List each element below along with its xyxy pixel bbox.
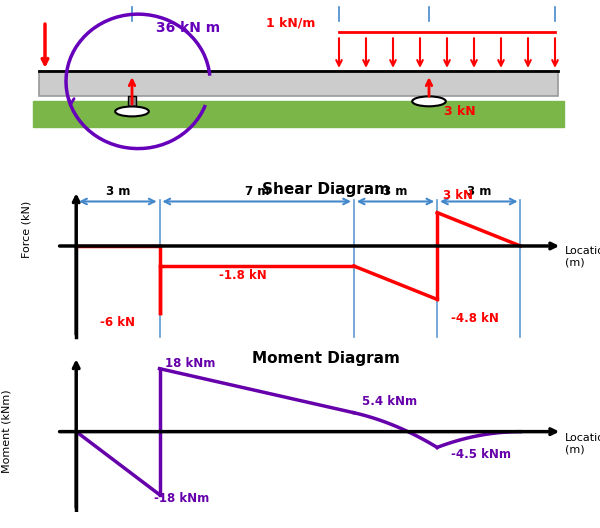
Text: 3 m: 3 m	[383, 185, 408, 197]
Text: Force (kN): Force (kN)	[21, 201, 31, 258]
Text: Moment Diagram: Moment Diagram	[252, 351, 400, 365]
Bar	[39, 71, 558, 96]
Text: 3 m: 3 m	[467, 185, 491, 197]
Text: Location
(m): Location (m)	[565, 247, 600, 268]
Text: -6 kN: -6 kN	[100, 316, 136, 329]
Text: -4.5 kNm: -4.5 kNm	[451, 448, 511, 461]
Text: Location
(m): Location (m)	[565, 433, 600, 455]
Circle shape	[412, 97, 446, 106]
Text: 3 kN: 3 kN	[444, 105, 476, 118]
Text: 1 kN/m: 1 kN/m	[266, 16, 315, 30]
Bar	[128, 96, 136, 106]
Text: -18 kNm: -18 kNm	[154, 492, 209, 505]
Bar	[33, 101, 564, 127]
Text: 3 m: 3 m	[106, 185, 130, 197]
Text: Shear Diagram: Shear Diagram	[262, 182, 390, 197]
Text: Moment (kNm): Moment (kNm)	[2, 390, 12, 474]
Text: 3 kN: 3 kN	[443, 189, 473, 202]
Text: 36 kN m: 36 kN m	[156, 21, 220, 35]
Text: 7 m: 7 m	[245, 185, 269, 197]
Circle shape	[115, 107, 149, 116]
Text: -4.8 kN: -4.8 kN	[451, 312, 499, 325]
Text: 5.4 kNm: 5.4 kNm	[362, 395, 418, 408]
Text: 18 kNm: 18 kNm	[165, 357, 215, 370]
Text: -1.8 kN: -1.8 kN	[219, 269, 266, 282]
